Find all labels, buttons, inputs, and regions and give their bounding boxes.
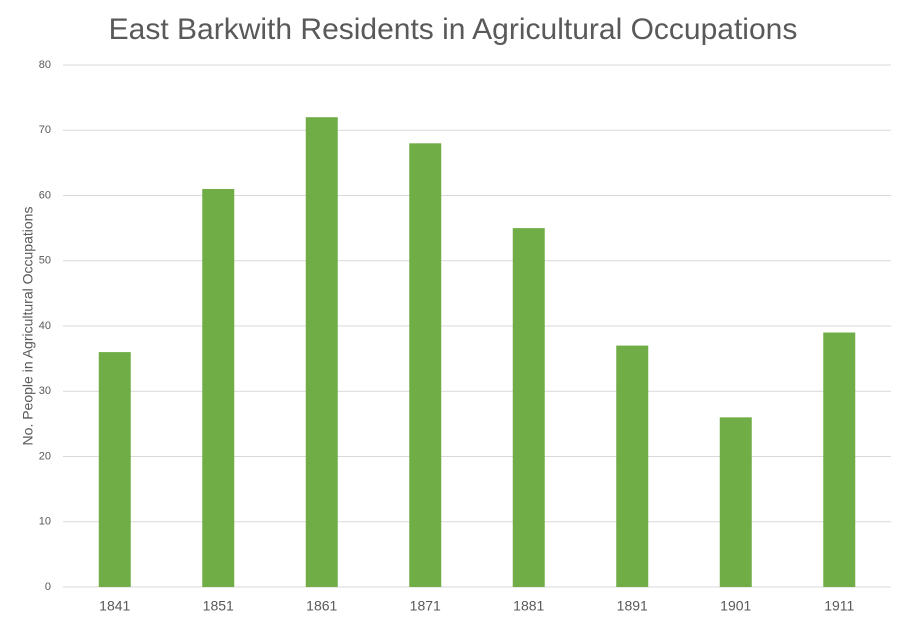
y-tick-label: 60: [39, 189, 51, 201]
y-tick-label: 0: [45, 581, 51, 593]
y-tick-label: 30: [39, 385, 51, 397]
y-axis-label: No. People in Agricultural Occupations: [20, 207, 36, 446]
bar: [512, 228, 545, 587]
y-tick-label: 10: [39, 516, 51, 528]
y-tick-label: 70: [39, 124, 51, 136]
x-tick-label: 1861: [306, 598, 337, 614]
x-tick-label: 1871: [410, 598, 441, 614]
bar: [409, 143, 442, 588]
bar: [616, 345, 649, 587]
y-tick-label: 40: [39, 320, 51, 332]
x-tick-label: 1891: [617, 598, 648, 614]
chart-title: East Barkwith Residents in Agricultural …: [109, 13, 798, 46]
x-tick-label: 1851: [203, 598, 234, 614]
x-tick-label: 1881: [513, 598, 544, 614]
x-tick-label: 1901: [720, 598, 751, 614]
y-tick-label: 20: [39, 450, 51, 462]
bar: [719, 417, 752, 587]
x-tick-label: 1841: [99, 598, 130, 614]
bar: [202, 188, 235, 587]
y-tick-label: 50: [39, 255, 51, 267]
y-tick-label: 80: [39, 59, 51, 71]
x-tick-label: 1911: [824, 598, 854, 614]
bar: [823, 332, 856, 587]
bar: [305, 117, 338, 587]
bar: [98, 352, 131, 587]
